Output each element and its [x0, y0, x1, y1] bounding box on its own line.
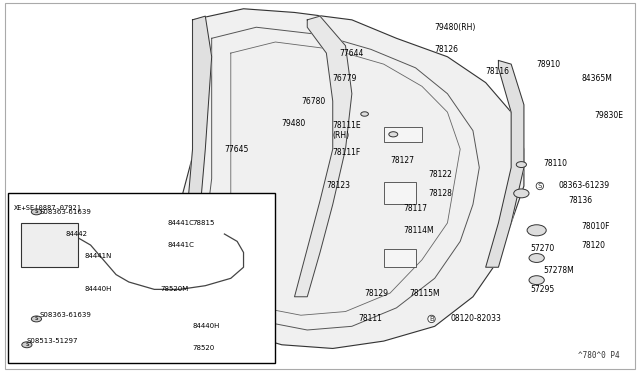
- Text: 78123: 78123: [326, 182, 350, 190]
- Text: 57278M: 57278M: [543, 266, 574, 275]
- Bar: [8, 193, 275, 363]
- Text: 84440H: 84440H: [193, 323, 220, 329]
- Text: S08363-61639: S08363-61639: [40, 209, 92, 215]
- Text: 78111: 78111: [358, 314, 382, 323]
- Text: 84442: 84442: [65, 231, 87, 237]
- Text: 78111E
(RH): 78111E (RH): [333, 121, 362, 140]
- Bar: [20, 223, 78, 267]
- Text: S: S: [538, 183, 542, 189]
- Circle shape: [529, 276, 544, 285]
- Text: S: S: [35, 317, 38, 321]
- Text: 57295: 57295: [531, 285, 554, 294]
- Text: 78122: 78122: [428, 170, 452, 179]
- Text: ^780^0 P4: ^780^0 P4: [578, 350, 620, 359]
- Text: 08120-82033: 08120-82033: [451, 314, 502, 323]
- Text: 78910: 78910: [537, 60, 561, 69]
- Polygon shape: [294, 16, 352, 297]
- Circle shape: [529, 254, 544, 262]
- Circle shape: [22, 342, 32, 348]
- Text: 79480(RH): 79480(RH): [435, 23, 476, 32]
- Polygon shape: [180, 9, 524, 349]
- Text: 84440H: 84440H: [84, 286, 111, 292]
- Polygon shape: [186, 16, 212, 289]
- Text: 76779: 76779: [333, 74, 357, 83]
- Text: 77644: 77644: [339, 49, 364, 58]
- Text: S08363-61639: S08363-61639: [40, 312, 92, 318]
- Circle shape: [31, 316, 42, 322]
- Text: 78129: 78129: [365, 289, 388, 298]
- Text: 78520M: 78520M: [161, 286, 189, 292]
- Circle shape: [514, 189, 529, 198]
- Text: XE+SE[0887-0792]: XE+SE[0887-0792]: [14, 205, 82, 211]
- Bar: [384, 182, 415, 205]
- Text: 78010F: 78010F: [581, 222, 610, 231]
- Text: 84441C: 84441C: [167, 242, 194, 248]
- Text: 78116: 78116: [486, 67, 509, 76]
- Circle shape: [516, 161, 527, 167]
- Text: 78117: 78117: [403, 203, 427, 213]
- Text: S: S: [35, 209, 38, 214]
- Text: 84441N: 84441N: [84, 253, 111, 259]
- Text: 57270: 57270: [531, 244, 554, 253]
- Text: 77645: 77645: [225, 145, 249, 154]
- Text: 78815: 78815: [193, 220, 215, 226]
- Text: 78120: 78120: [581, 241, 605, 250]
- Text: 76780: 76780: [301, 97, 325, 106]
- Bar: [384, 127, 422, 142]
- Text: 08363-61239: 08363-61239: [559, 182, 610, 190]
- Text: 78110: 78110: [543, 159, 567, 169]
- Bar: [384, 249, 415, 267]
- Circle shape: [389, 132, 397, 137]
- Text: 78127: 78127: [390, 155, 414, 165]
- Circle shape: [527, 225, 546, 236]
- Text: S: S: [25, 342, 29, 347]
- Polygon shape: [486, 61, 524, 267]
- Text: 79830E: 79830E: [594, 111, 623, 121]
- Text: S08513-51297: S08513-51297: [27, 338, 78, 344]
- Text: 78111F: 78111F: [333, 148, 361, 157]
- Text: 84365M: 84365M: [581, 74, 612, 83]
- Text: 78520: 78520: [193, 346, 215, 352]
- Text: 78115M: 78115M: [409, 289, 440, 298]
- Text: 78126: 78126: [435, 45, 459, 54]
- Text: 78128: 78128: [428, 189, 452, 198]
- Text: 84441C: 84441C: [167, 220, 194, 226]
- Text: 79480: 79480: [282, 119, 306, 128]
- Circle shape: [361, 112, 369, 116]
- Circle shape: [31, 209, 42, 215]
- Text: 78114M: 78114M: [403, 226, 433, 235]
- Text: B: B: [429, 316, 434, 322]
- Text: 78136: 78136: [568, 196, 593, 205]
